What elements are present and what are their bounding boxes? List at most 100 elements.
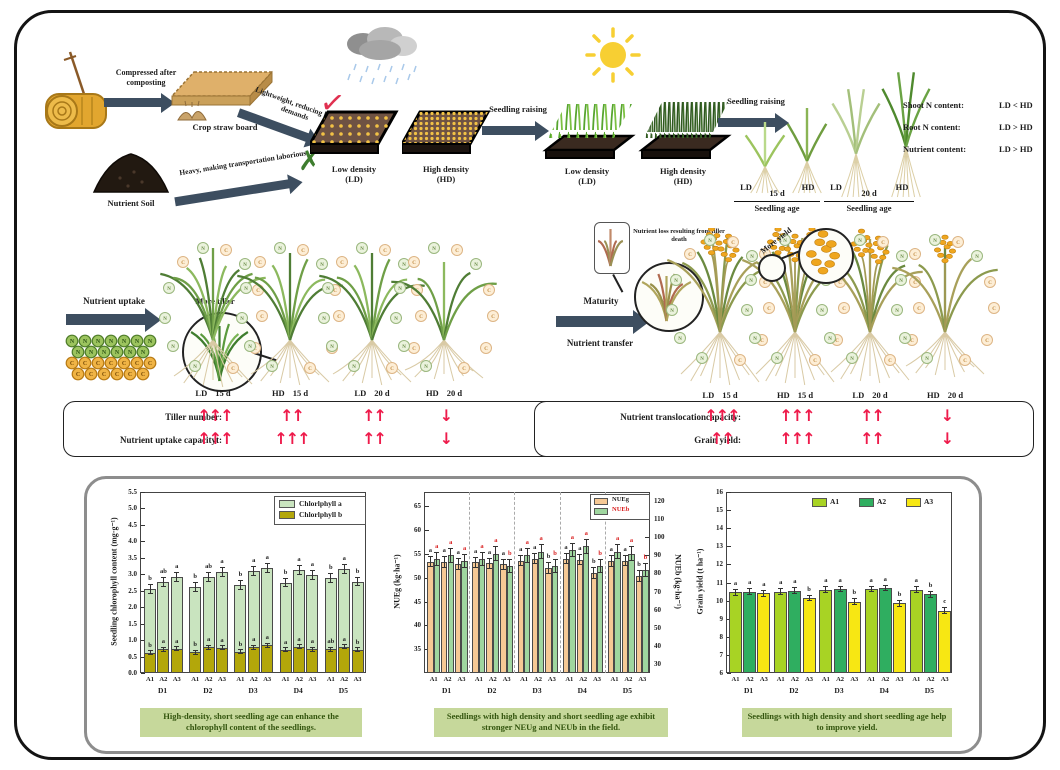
- arrow-cell: ↑↑↑: [779, 429, 815, 448]
- sig-letter: a: [449, 539, 453, 547]
- nutrient-transfer-label: Nutrient transfer: [566, 338, 634, 348]
- bar: [743, 591, 757, 673]
- bar: [157, 649, 170, 673]
- arrow-cell: ↑↑↑: [274, 429, 310, 448]
- sig-letter: ab: [327, 638, 335, 646]
- sig-letter: a: [161, 638, 166, 646]
- sig-letter: a: [733, 580, 738, 588]
- nutrient-uptake-arrow: [66, 314, 146, 325]
- seedling-tray-ld-label: Low density (LD): [538, 166, 636, 186]
- bar: [433, 558, 440, 673]
- arrow-cell: ↑↑: [860, 429, 885, 448]
- svg-text:N: N: [674, 279, 678, 284]
- sig-letter: a: [609, 546, 613, 554]
- bar: [234, 651, 247, 673]
- seedling-raising-label-2: Seedling raising: [727, 96, 785, 106]
- tiller-death-callout-icon: [594, 222, 630, 274]
- arrow-cell: ↑↑↑: [704, 406, 740, 425]
- svg-text:C: C: [96, 361, 100, 367]
- svg-text:C: C: [135, 361, 139, 367]
- maturity-label: Maturity: [583, 296, 619, 306]
- svg-text:C: C: [253, 347, 257, 352]
- bar: [144, 652, 156, 673]
- sig-letter: a: [297, 556, 301, 564]
- more-tiller-magnifier: [182, 312, 262, 392]
- bar: [324, 649, 337, 673]
- svg-text:C: C: [963, 359, 967, 364]
- svg-text:C: C: [141, 372, 145, 378]
- seedling-raising-arrow-2: [718, 118, 776, 127]
- seedling-hd20-icon: [878, 60, 934, 205]
- seed-tray-hd-label: High density (HD): [398, 164, 494, 184]
- svg-text:N: N: [895, 309, 899, 314]
- sig-letter: b: [598, 549, 602, 557]
- svg-text:C: C: [83, 361, 87, 367]
- grain-yield-chart: 6 7 8 9 10 11 12 13 14 15 16 Grain yield (t ha⁻¹) a A…: [696, 484, 978, 746]
- sig-letter: a: [539, 535, 543, 543]
- svg-text:N: N: [163, 317, 167, 322]
- sig-letter: b: [148, 575, 152, 583]
- seedling-age-label: Seedling age: [754, 203, 800, 213]
- sig-letter: a: [297, 635, 301, 643]
- y-axis-label: Grain yield (t ha⁻¹): [695, 548, 705, 615]
- arrow-cell: ↑↑↑: [779, 406, 815, 425]
- svg-text:N: N: [244, 287, 248, 292]
- svg-text:N: N: [109, 339, 114, 345]
- sig-letter: a: [342, 635, 346, 643]
- sig-letter: b: [553, 549, 557, 557]
- svg-text:N: N: [83, 339, 88, 345]
- age-15d-label: 15 d: [769, 188, 785, 198]
- svg-text:N: N: [398, 287, 402, 292]
- hd-label: HD: [895, 182, 909, 192]
- bar: [774, 591, 788, 673]
- low-density-name: Low density: [564, 166, 610, 176]
- svg-text:C: C: [301, 249, 305, 254]
- low-density-name: Low density: [331, 164, 377, 174]
- y-axis-label-right: NUEb (kg·ha⁻¹): [673, 554, 683, 609]
- svg-text:C: C: [122, 361, 126, 367]
- more-tiller-label: More tiller: [195, 296, 235, 306]
- svg-text:N: N: [708, 239, 712, 244]
- tiller-death-label: Nutrient loss resulting from tiller deat…: [633, 228, 725, 243]
- hd-abbr: (HD): [673, 176, 693, 187]
- seedling-tray-hd-icon: [638, 96, 732, 166]
- sig-letter: c: [943, 598, 947, 606]
- svg-text:C: C: [763, 281, 767, 286]
- svg-text:N: N: [745, 309, 749, 314]
- svg-text:N: N: [753, 337, 757, 342]
- age-group-15d: LD 15 d HD Seedling age: [734, 182, 822, 216]
- nutrient-content-label: Nutrient content:: [903, 144, 967, 154]
- svg-text:C: C: [917, 307, 921, 312]
- age-underline: [824, 201, 914, 202]
- svg-text:N: N: [850, 357, 854, 362]
- veg-plant-label: LD 15 d: [195, 388, 231, 398]
- svg-text:C: C: [484, 347, 488, 352]
- sig-letter: a: [501, 549, 506, 557]
- svg-text:N: N: [402, 345, 406, 350]
- root-n-value: LD > HD: [999, 122, 1033, 132]
- sig-letter: a: [462, 544, 467, 552]
- bar: [461, 560, 468, 673]
- sig-letter: b: [355, 567, 360, 575]
- n-content-block: Shoot N content: LD < HD Root N content:…: [903, 100, 1053, 166]
- svg-text:C: C: [333, 289, 337, 294]
- high-density-name: High density: [659, 166, 707, 176]
- svg-text:C: C: [881, 241, 885, 246]
- svg-text:C: C: [462, 367, 466, 372]
- legend: NUEg NUEb: [590, 494, 650, 520]
- svg-text:C: C: [256, 289, 260, 294]
- seedling-tray-ld-icon: [542, 96, 636, 166]
- svg-text:C: C: [913, 281, 917, 286]
- hd-abbr: (HD): [436, 174, 456, 185]
- bar: [170, 648, 183, 673]
- sig-letter: a: [283, 638, 288, 646]
- nutrient-uptake-label: Nutrient uptake: [83, 296, 145, 306]
- bar: [864, 588, 878, 673]
- svg-text:N: N: [270, 365, 274, 370]
- bar: [924, 594, 937, 673]
- sig-letter: a: [779, 579, 783, 587]
- arrow-cell: ↓: [940, 429, 954, 448]
- sig-letter: ab: [159, 567, 167, 575]
